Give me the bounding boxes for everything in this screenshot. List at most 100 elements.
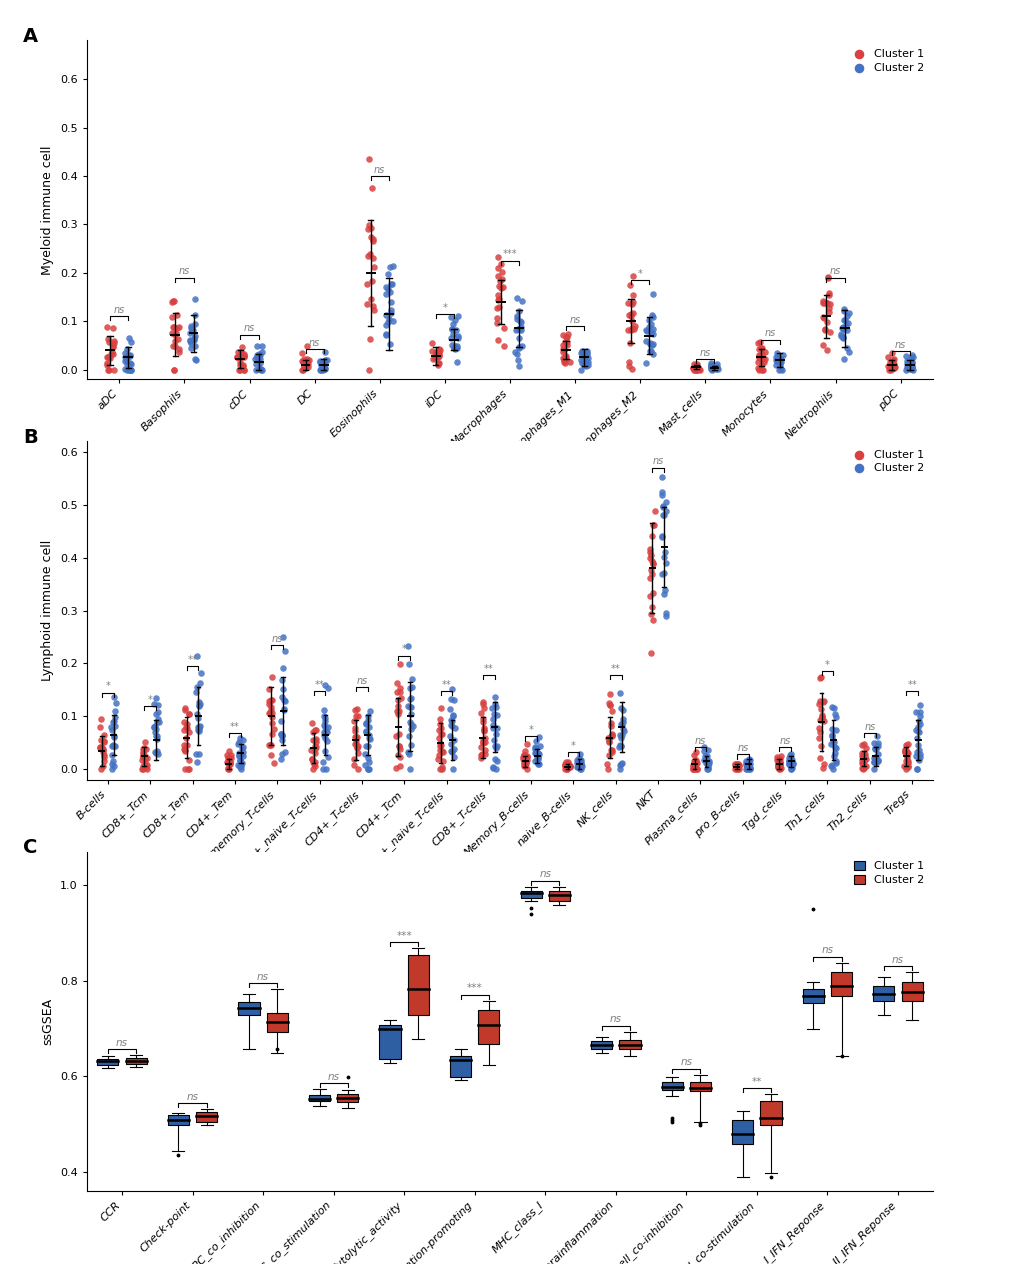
Y-axis label: ssGSEA: ssGSEA — [42, 997, 54, 1045]
Point — [686, 356, 702, 377]
Point — [149, 726, 165, 746]
Point — [506, 343, 523, 363]
Point — [391, 736, 408, 756]
Point — [820, 322, 837, 343]
Point — [515, 747, 531, 767]
Point — [749, 358, 765, 378]
Point — [307, 743, 323, 763]
Point — [657, 554, 674, 574]
Point — [908, 760, 924, 780]
Point — [782, 748, 798, 769]
Point — [835, 316, 851, 336]
Point — [220, 760, 236, 780]
Point — [273, 743, 289, 763]
Point — [578, 345, 594, 365]
Point — [360, 736, 376, 756]
Point — [430, 744, 446, 765]
Point — [315, 722, 331, 742]
Point — [531, 736, 547, 756]
Bar — [661, 1082, 682, 1091]
Point — [882, 359, 899, 379]
Point — [613, 712, 630, 732]
Point — [184, 320, 201, 340]
Point — [823, 726, 840, 746]
Point — [276, 742, 292, 762]
Point — [276, 699, 292, 719]
Point — [428, 346, 444, 367]
Point — [700, 751, 716, 771]
Point — [835, 349, 851, 369]
Point — [446, 335, 463, 355]
Point — [308, 719, 324, 739]
Point — [490, 289, 506, 310]
Point — [689, 359, 705, 379]
Point — [178, 734, 195, 755]
Point — [307, 731, 323, 751]
Point — [251, 345, 267, 365]
Point — [768, 750, 785, 770]
Point — [275, 679, 291, 699]
Point — [182, 330, 199, 350]
Point — [560, 757, 577, 777]
Point — [772, 758, 789, 779]
Point — [900, 743, 916, 763]
Point — [840, 341, 856, 362]
Point — [810, 694, 826, 714]
Point — [685, 752, 701, 772]
Point — [186, 336, 203, 356]
Point — [442, 741, 459, 761]
Point — [107, 708, 123, 728]
Point — [133, 760, 150, 780]
Point — [729, 755, 745, 775]
Point — [403, 688, 419, 708]
Point — [104, 335, 120, 355]
Point — [645, 516, 661, 536]
Point — [315, 359, 331, 379]
Point — [826, 738, 843, 758]
Point — [909, 736, 925, 756]
Point — [135, 744, 151, 765]
Point — [231, 732, 248, 752]
Point — [357, 744, 373, 765]
Point — [430, 353, 446, 373]
Text: B: B — [23, 427, 38, 446]
Point — [434, 751, 450, 771]
Point — [307, 737, 323, 757]
Point — [689, 359, 705, 379]
Bar — [689, 1082, 710, 1091]
Point — [602, 739, 619, 760]
Point — [103, 720, 119, 741]
Point — [708, 354, 725, 374]
Point — [490, 297, 506, 317]
Point — [623, 320, 639, 340]
Point — [390, 702, 407, 722]
Point — [835, 327, 851, 348]
Point — [189, 681, 205, 702]
Point — [529, 753, 545, 774]
Point — [446, 718, 463, 738]
Point — [868, 726, 884, 746]
Point — [729, 757, 745, 777]
Point — [447, 320, 464, 340]
Point — [624, 319, 640, 339]
Point — [707, 359, 723, 379]
Point — [139, 748, 155, 769]
Point — [600, 694, 616, 714]
Point — [556, 349, 573, 369]
Point — [880, 359, 897, 379]
Point — [879, 348, 896, 368]
Bar — [760, 1101, 781, 1125]
Point — [769, 349, 786, 369]
Point — [620, 351, 636, 372]
Point — [644, 583, 660, 603]
Point — [379, 312, 395, 332]
Point — [752, 359, 768, 379]
Point — [431, 345, 447, 365]
Point — [771, 356, 788, 377]
Point — [492, 254, 508, 274]
Point — [518, 752, 534, 772]
Point — [612, 736, 629, 756]
Point — [251, 344, 267, 364]
Point — [262, 690, 278, 710]
Text: **: ** — [751, 1077, 761, 1087]
